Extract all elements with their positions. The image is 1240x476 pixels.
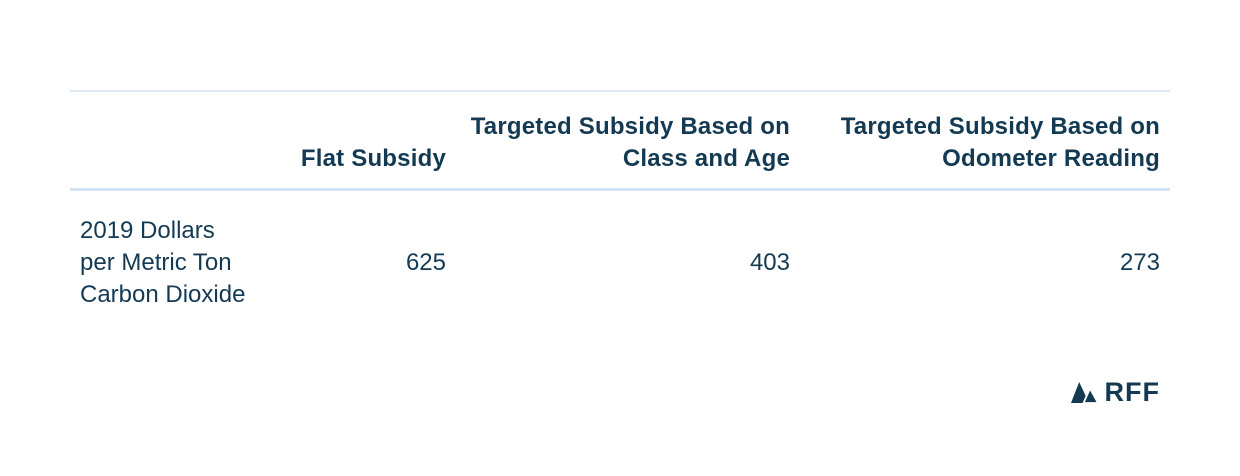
table-header-row: Flat Subsidy Targeted Subsidy Based on C… (70, 90, 1170, 191)
footer: RFF (70, 377, 1170, 407)
header-label-line1: Targeted Subsidy Based on (840, 113, 1160, 140)
header-label: Flat Subsidy (300, 145, 446, 172)
cell-odometer-value: 273 (1119, 249, 1160, 276)
header-cell-odometer: Targeted Subsidy Based on Odometer Readi… (790, 92, 1160, 188)
mountain-icon (1070, 381, 1098, 403)
header-label-line2: Odometer Reading (942, 145, 1160, 172)
row-label-line2: per Metric Ton (80, 249, 232, 276)
cell-flat-subsidy-value: 625 (405, 249, 446, 276)
header-label-line2: Class and Age (622, 145, 790, 172)
header-cell-row-label (80, 92, 280, 188)
row-label: 2019 Dollars per Metric Ton Carbon Dioxi… (80, 215, 280, 311)
subsidy-table: Flat Subsidy Targeted Subsidy Based on C… (70, 90, 1170, 341)
row-label-line1: 2019 Dollars (80, 217, 215, 244)
table-row: 2019 Dollars per Metric Ton Carbon Dioxi… (70, 191, 1170, 341)
logo-text: RFF (1104, 377, 1160, 407)
row-label-line3: Carbon Dioxide (80, 281, 246, 308)
header-cell-class-age: Targeted Subsidy Based on Class and Age (446, 92, 790, 188)
cell-class-age-value: 403 (749, 249, 790, 276)
header-cell-flat-subsidy: Flat Subsidy (280, 92, 446, 188)
rff-logo: RFF (1070, 377, 1160, 407)
header-label-line1: Targeted Subsidy Based on (470, 113, 790, 140)
